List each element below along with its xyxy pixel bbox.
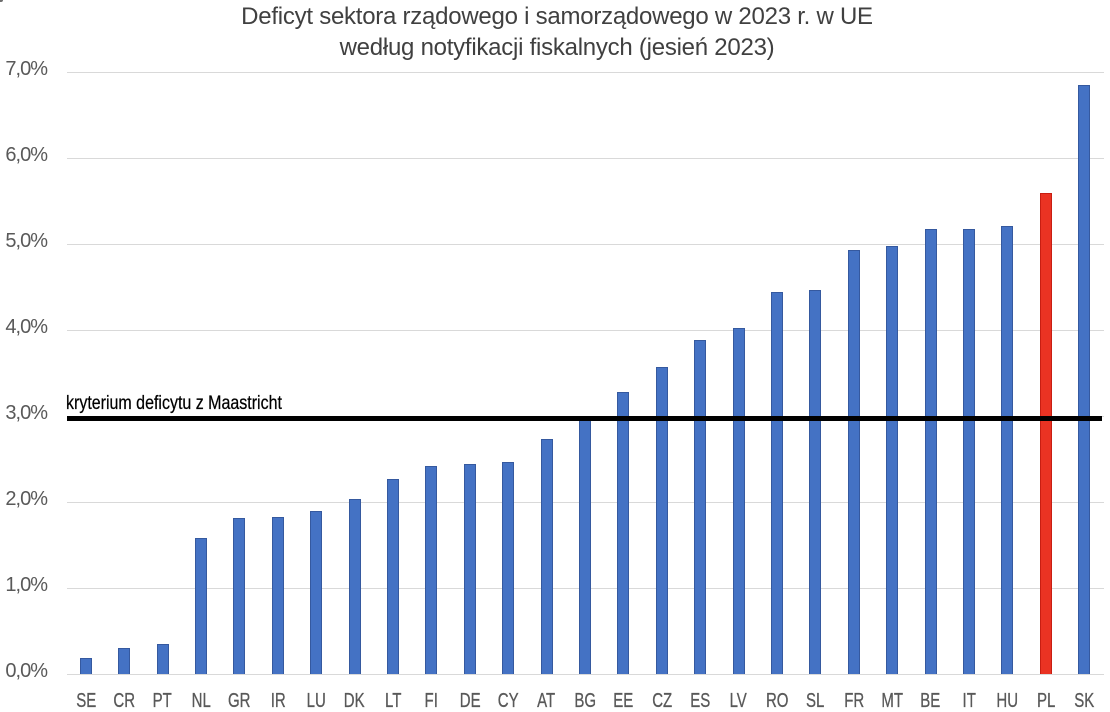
bar-IT — [963, 228, 976, 674]
x-axis-category-label: ES — [690, 690, 711, 712]
x-axis-category-label: BG — [574, 690, 596, 712]
bar-FR — [847, 250, 860, 674]
x-axis-category-label: FR — [843, 690, 864, 712]
gridline — [66, 329, 1104, 331]
y-axis-tick-label: 0,0% — [5, 660, 48, 682]
x-axis-category-label: EE — [613, 690, 634, 712]
y-axis-tick-label: 4,0% — [5, 316, 48, 338]
chart-title-line2: według notyfikacji fiskalnych (jesień 20… — [339, 34, 775, 61]
x-axis-category-label: RO — [765, 690, 789, 712]
y-axis-tick-label: 1,0% — [5, 574, 48, 596]
x-axis-category-label: SL — [806, 690, 825, 712]
x-axis-category-label: NL — [191, 690, 211, 712]
x-axis-category-label: GR — [228, 690, 251, 712]
chart-title: Deficyt sektora rządowego i samorządoweg… — [0, 1, 1110, 63]
bar-PT — [156, 643, 169, 674]
chart-title-line1: Deficyt sektora rządowego i samorządoweg… — [241, 3, 873, 30]
bar-EE — [617, 391, 630, 674]
x-axis-category-label: PL — [1036, 690, 1056, 712]
bar-IR — [271, 517, 284, 674]
x-axis-category-label: FI — [424, 690, 439, 712]
x-axis-category-label: IR — [270, 690, 286, 712]
bar-NL — [194, 538, 207, 674]
bar-GR — [233, 518, 246, 674]
x-axis-category-label: IT — [962, 690, 976, 712]
x-axis-category-label: LT — [384, 690, 402, 712]
x-axis-category-label: LU — [306, 690, 326, 712]
x-axis-category-label: CY — [497, 690, 519, 712]
bar-LU — [310, 510, 323, 674]
y-axis-tick-label: 3,0% — [5, 402, 48, 424]
gridline — [66, 157, 1104, 159]
x-axis-category-label: MT — [881, 690, 904, 712]
bar-LV — [732, 328, 745, 674]
y-axis-tick-label: 7,0% — [5, 58, 48, 80]
gridline — [66, 71, 1104, 73]
x-axis-category-label: SE — [75, 690, 96, 712]
bar-MT — [886, 245, 899, 674]
x-axis-category-label: LV — [730, 690, 748, 712]
bar-ES — [694, 340, 707, 674]
bar-AT — [540, 439, 553, 674]
bar-FI — [425, 465, 438, 674]
bar-SL — [809, 290, 822, 674]
y-axis-tick-label: 6,0% — [5, 144, 48, 166]
gridline — [66, 243, 1104, 245]
x-axis-category-label: PT — [152, 690, 173, 712]
x-axis-category-label: HU — [996, 690, 1019, 712]
maastricht-line — [66, 415, 1102, 421]
bar-RO — [771, 292, 784, 674]
bar-CR — [118, 648, 131, 674]
x-axis-category-label: CZ — [651, 690, 672, 712]
bar-BE — [924, 228, 937, 674]
screenshot-corner-artifact — [0, 0, 3, 2]
x-axis-category-label: DK — [344, 690, 365, 712]
bar-HU — [1001, 225, 1014, 674]
x-axis-category-label: DE — [459, 690, 481, 712]
x-axis-line — [66, 673, 1104, 675]
x-axis-category-label: BE — [920, 690, 941, 712]
bar-CZ — [655, 366, 668, 674]
bar-PL — [1039, 193, 1052, 674]
y-axis-tick-label: 5,0% — [5, 230, 48, 252]
bar-SK — [1078, 84, 1091, 674]
bar-CY — [502, 462, 515, 674]
bar-DE — [463, 464, 476, 674]
y-axis-tick-label: 2,0% — [5, 488, 48, 510]
maastricht-line-label: kryterium deficytu z Maastricht — [65, 391, 282, 414]
bar-BG — [579, 417, 591, 674]
bar-SE — [79, 657, 92, 674]
x-axis-category-label: CR — [113, 690, 135, 712]
x-axis-category-label: AT — [537, 690, 556, 712]
bar-DK — [348, 499, 361, 674]
bar-LT — [386, 478, 399, 674]
x-axis-category-label: SK — [1074, 690, 1095, 712]
